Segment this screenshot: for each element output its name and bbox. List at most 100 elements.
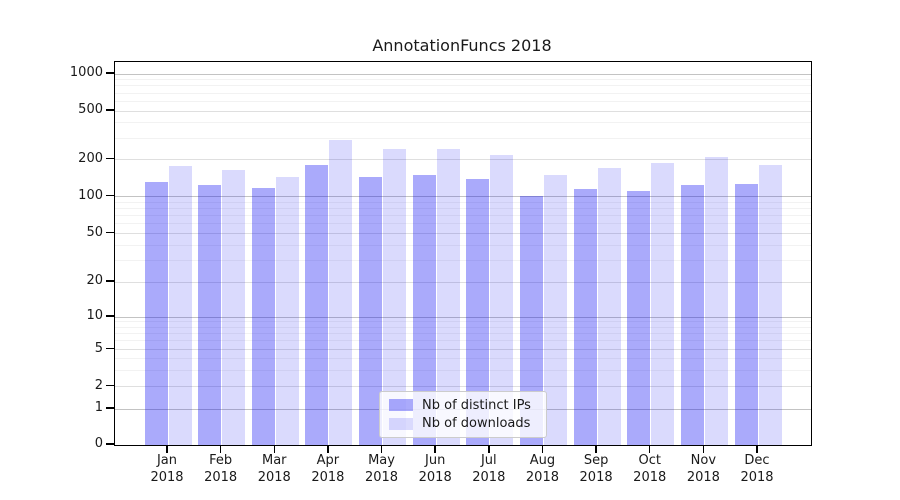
x-tick-label-year: 2018 [204,470,238,485]
minor-gridline-4 [115,358,811,360]
minor-gridline-800 [115,85,811,87]
x-tick-label-year: 2018 [257,470,291,485]
x-tick-label-month: May [368,453,395,468]
bar-jan-distinct-ips [144,181,168,445]
gridline-2 [115,386,811,387]
y-tick-2 [106,384,114,386]
minor-gridline-80 [115,207,811,209]
bar-jul-downloads [490,155,514,445]
bar-nov-distinct-ips [680,185,704,445]
x-tick-label-aug: Aug 2018 [511,452,573,486]
minor-gridline-40 [115,244,811,246]
x-tick-apr [327,445,329,453]
bar-aug-distinct-ips [519,195,543,445]
y-tick-100 [106,194,114,196]
bar-sep-downloads [597,167,621,445]
y-tick-500 [106,109,114,111]
y-tick-20 [106,280,114,282]
x-tick-aug [541,445,544,453]
gridline-5 [115,349,811,350]
legend-label-downloads: Nb of downloads [422,416,531,432]
x-tick-label-nov: Nov 2018 [672,452,734,486]
gridline-1000 [115,73,811,75]
bar-may-distinct-ips [359,176,383,445]
minor-gridline-70 [115,215,811,217]
y-tick-10 [106,315,114,317]
bar-oct-distinct-ips [627,190,651,445]
y-tick-label-1000: 1000 [69,65,103,80]
x-tick-label-month: Jul [480,453,497,468]
x-tick-label-year: 2018 [311,470,345,485]
x-tick-label-jun: Jun 2018 [404,452,466,486]
x-tick-label-mar: Mar 2018 [243,452,305,486]
gridline-500 [115,110,811,112]
x-tick-label-year: 2018 [740,470,774,485]
bar-feb-downloads [222,169,246,445]
minor-gridline-90 [115,201,811,203]
x-tick-dec [756,445,758,453]
minor-gridline-8 [115,326,811,328]
bar-oct-downloads [651,162,675,445]
y-tick-label-200: 200 [78,150,103,166]
x-tick-nov [702,445,705,453]
y-tick-1 [106,407,114,409]
x-tick-label-jul: Jul 2018 [458,452,520,486]
x-tick-label-oct: Oct 2018 [619,452,681,486]
y-tick-label-50: 50 [86,224,103,240]
x-tick-feb [219,445,222,453]
y-tick-200 [106,157,114,159]
bar-mar-downloads [275,177,299,445]
minor-gridline-7 [115,333,811,335]
bar-aug-downloads [543,174,567,445]
x-tick-label-apr: Apr 2018 [297,452,359,486]
bar-nov-downloads [704,156,728,445]
y-tick-label-0: 0 [94,436,103,451]
x-tick-label-jan: Jan 2018 [136,452,198,486]
bar-sep-distinct-ips [573,188,597,445]
y-tick-label-5: 5 [94,340,103,356]
x-tick-label-month: Oct [638,453,661,468]
minor-gridline-400 [115,122,811,124]
x-tick-label-month: Dec [744,453,770,468]
plot-area: Nb of distinct IPs Nb of downloads [114,61,812,446]
y-tick-label-100: 100 [78,187,103,203]
bar-mar-distinct-ips [251,187,275,445]
y-tick-label-1: 1 [94,400,103,415]
x-tick-label-year: 2018 [633,470,667,485]
x-tick-label-year: 2018 [579,470,613,485]
y-tick-1000 [106,72,114,74]
y-tick-5 [106,347,114,349]
gridline-10 [115,316,811,318]
x-tick-oct [648,445,651,453]
minor-gridline-3 [115,369,811,371]
x-tick-label-year: 2018 [418,470,452,485]
gridline-50 [115,233,811,234]
x-tick-label-may: May 2018 [351,452,413,486]
x-tick-jul [488,445,490,453]
bars-layer [115,62,811,445]
y-tick-0 [106,443,114,445]
x-tick-label-year: 2018 [150,470,184,485]
gridline-100 [115,196,811,197]
chart-title: AnnotationFuncs 2018 [372,36,552,55]
minor-gridline-700 [115,92,811,94]
x-tick-label-year: 2018 [472,470,506,485]
x-tick-label-year: 2018 [364,470,399,485]
legend-swatch-distinct-ips [389,399,413,412]
x-tick-label-feb: Feb 2018 [190,452,252,486]
x-tick-label-year: 2018 [525,470,559,485]
bar-dec-distinct-ips [734,183,758,445]
x-tick-label-month: Apr [316,453,340,468]
minor-gridline-300 [115,137,811,139]
x-tick-label-month: Jun [425,453,446,468]
bar-dec-downloads [758,165,782,445]
minor-gridline-60 [115,223,811,225]
minor-gridline-900 [115,79,811,81]
y-tick-50 [106,231,114,233]
x-tick-label-month: Sep [583,453,609,468]
x-tick-may [380,445,383,453]
bar-apr-downloads [329,140,353,445]
minor-gridline-9 [115,321,811,323]
legend-item-downloads: Nb of downloads [389,416,537,431]
